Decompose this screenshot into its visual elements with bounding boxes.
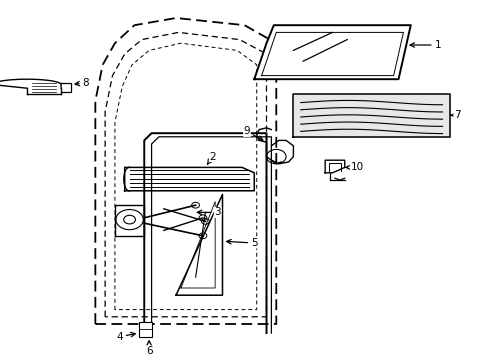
Polygon shape [124, 167, 254, 191]
Text: 2: 2 [207, 152, 216, 165]
Text: 7: 7 [449, 110, 460, 120]
Text: 5: 5 [226, 238, 257, 248]
Polygon shape [293, 94, 449, 137]
Polygon shape [0, 79, 61, 94]
Text: 9: 9 [243, 126, 263, 140]
Text: 10: 10 [346, 162, 363, 172]
Polygon shape [254, 25, 410, 79]
Text: 3: 3 [197, 207, 221, 217]
Text: 1: 1 [409, 40, 440, 50]
Text: 4: 4 [116, 332, 135, 342]
Polygon shape [61, 83, 71, 92]
Polygon shape [115, 205, 144, 236]
Polygon shape [325, 160, 344, 173]
Polygon shape [176, 194, 222, 295]
Bar [139, 322, 151, 337]
Text: 8: 8 [75, 78, 89, 88]
Text: 6: 6 [145, 341, 152, 356]
